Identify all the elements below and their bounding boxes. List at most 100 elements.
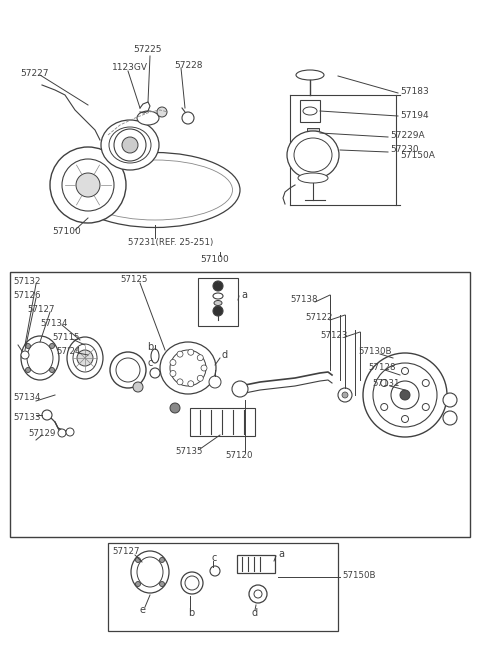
Circle shape bbox=[401, 367, 408, 374]
Circle shape bbox=[49, 344, 55, 348]
Circle shape bbox=[133, 382, 143, 392]
Circle shape bbox=[135, 558, 141, 562]
Circle shape bbox=[122, 137, 138, 153]
Circle shape bbox=[159, 581, 165, 587]
Ellipse shape bbox=[131, 551, 169, 593]
Circle shape bbox=[49, 367, 55, 373]
Circle shape bbox=[25, 367, 30, 373]
Bar bbox=[10, 272, 470, 537]
Circle shape bbox=[170, 403, 180, 413]
Ellipse shape bbox=[160, 342, 216, 394]
Text: 57123: 57123 bbox=[320, 330, 348, 340]
Ellipse shape bbox=[287, 131, 339, 179]
Ellipse shape bbox=[101, 120, 159, 170]
Text: 57127: 57127 bbox=[27, 306, 55, 315]
Text: b: b bbox=[147, 342, 153, 352]
Text: 57127: 57127 bbox=[112, 547, 140, 556]
Circle shape bbox=[21, 351, 29, 359]
Text: 57122: 57122 bbox=[305, 313, 333, 323]
Circle shape bbox=[185, 576, 199, 590]
Text: 57138: 57138 bbox=[290, 296, 317, 304]
Text: e: e bbox=[140, 605, 146, 615]
Text: 57183: 57183 bbox=[400, 87, 429, 97]
Circle shape bbox=[114, 129, 146, 161]
Circle shape bbox=[157, 107, 167, 117]
Circle shape bbox=[443, 393, 457, 407]
Text: 57134: 57134 bbox=[40, 319, 68, 327]
Text: 57100: 57100 bbox=[52, 227, 81, 237]
Text: 57231(REF. 25-251): 57231(REF. 25-251) bbox=[128, 237, 213, 246]
Circle shape bbox=[249, 585, 267, 603]
Circle shape bbox=[188, 381, 194, 387]
Circle shape bbox=[110, 352, 146, 388]
Text: 57131: 57131 bbox=[372, 380, 399, 388]
Circle shape bbox=[177, 379, 183, 385]
Text: 57126: 57126 bbox=[13, 292, 40, 300]
Circle shape bbox=[50, 147, 126, 223]
Text: 57227: 57227 bbox=[20, 68, 48, 78]
Circle shape bbox=[400, 390, 410, 400]
Text: 57135: 57135 bbox=[175, 447, 203, 457]
Text: 57115: 57115 bbox=[52, 332, 80, 342]
Text: 57132: 57132 bbox=[13, 277, 40, 286]
Text: 57228: 57228 bbox=[174, 60, 203, 70]
Circle shape bbox=[381, 403, 388, 411]
Circle shape bbox=[25, 344, 30, 348]
Text: 1123GV: 1123GV bbox=[112, 64, 148, 72]
Text: d: d bbox=[252, 608, 258, 618]
Circle shape bbox=[209, 376, 221, 388]
Text: a: a bbox=[278, 549, 284, 559]
Circle shape bbox=[213, 306, 223, 316]
Circle shape bbox=[373, 363, 437, 427]
Circle shape bbox=[170, 359, 176, 365]
Circle shape bbox=[232, 381, 248, 397]
Ellipse shape bbox=[137, 557, 163, 587]
Ellipse shape bbox=[213, 293, 223, 299]
Text: 57125: 57125 bbox=[120, 275, 147, 284]
Circle shape bbox=[201, 365, 207, 371]
Circle shape bbox=[391, 381, 419, 409]
Circle shape bbox=[58, 429, 66, 437]
Text: c: c bbox=[147, 358, 152, 368]
Circle shape bbox=[62, 159, 114, 211]
Text: 57129: 57129 bbox=[28, 428, 55, 438]
Circle shape bbox=[42, 410, 52, 420]
Bar bbox=[307, 128, 319, 138]
Circle shape bbox=[381, 380, 388, 386]
Circle shape bbox=[77, 350, 93, 366]
Ellipse shape bbox=[151, 349, 159, 363]
Circle shape bbox=[76, 173, 100, 197]
Circle shape bbox=[66, 428, 74, 436]
Circle shape bbox=[342, 392, 348, 398]
Circle shape bbox=[170, 371, 176, 376]
Bar bbox=[108, 543, 338, 631]
Ellipse shape bbox=[296, 70, 324, 80]
Ellipse shape bbox=[27, 342, 53, 374]
Ellipse shape bbox=[298, 173, 328, 183]
Text: 57128: 57128 bbox=[368, 363, 396, 373]
Circle shape bbox=[116, 358, 140, 382]
Circle shape bbox=[150, 368, 160, 378]
Text: c: c bbox=[211, 553, 216, 563]
Circle shape bbox=[188, 350, 194, 355]
Circle shape bbox=[338, 388, 352, 402]
Ellipse shape bbox=[109, 127, 151, 163]
Text: 57130B: 57130B bbox=[358, 348, 392, 357]
Ellipse shape bbox=[303, 107, 317, 115]
Bar bbox=[237, 555, 275, 573]
Ellipse shape bbox=[77, 160, 232, 220]
Ellipse shape bbox=[21, 336, 59, 380]
Circle shape bbox=[422, 380, 429, 386]
Text: 57'24: 57'24 bbox=[56, 346, 81, 355]
Text: 57225: 57225 bbox=[133, 45, 161, 55]
Text: 57150B: 57150B bbox=[342, 570, 375, 579]
Text: a: a bbox=[241, 290, 247, 300]
Text: 57150A: 57150A bbox=[400, 150, 435, 160]
Text: d: d bbox=[222, 350, 228, 360]
Text: 57134: 57134 bbox=[13, 394, 40, 403]
Text: 57229A: 57229A bbox=[390, 131, 425, 139]
Circle shape bbox=[181, 572, 203, 594]
Ellipse shape bbox=[67, 337, 103, 379]
Bar bbox=[300, 100, 320, 122]
Bar bbox=[198, 278, 238, 326]
